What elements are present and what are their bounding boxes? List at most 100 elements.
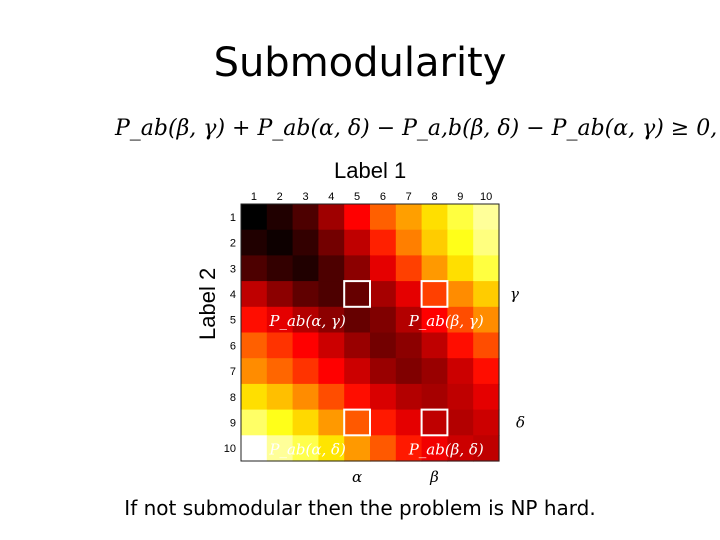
heatmap-cell <box>266 255 294 282</box>
x-tick-label: 7 <box>406 191 412 203</box>
heatmap-cell <box>447 435 474 462</box>
column-marker: β <box>429 468 439 486</box>
heatmap-cell <box>318 204 345 231</box>
heatmap-cell <box>344 332 371 359</box>
highlight-cell-box <box>420 280 449 308</box>
x-axis-label: Label 1 <box>334 158 407 183</box>
y-tick-label: 5 <box>230 315 236 327</box>
x-tick-label: 4 <box>328 191 334 203</box>
heatmap-cell <box>318 255 345 282</box>
heatmap-cell <box>447 332 474 359</box>
heatmap-cell <box>370 435 397 462</box>
heatmap-cell <box>266 435 294 462</box>
heatmap-cell <box>344 255 371 282</box>
y-tick-label: 4 <box>230 289 236 301</box>
heatmap-cell <box>344 229 371 256</box>
heatmap-cell <box>421 435 448 462</box>
highlight-cell-box <box>343 280 372 308</box>
heatmap-cell <box>447 358 474 385</box>
heatmap-cell <box>370 204 397 231</box>
highlight-cell-label: P_ab(β, γ) <box>408 312 484 330</box>
heatmap-cell <box>370 332 397 359</box>
heatmap-cell <box>395 435 423 462</box>
heatmap-cell <box>266 409 294 436</box>
heatmap-cell <box>421 383 448 411</box>
heatmap-cell <box>370 409 397 436</box>
x-tick-label: 1 <box>251 191 257 203</box>
heatmap-cell <box>241 409 268 436</box>
x-tick-label: 3 <box>302 191 308 203</box>
heatmap-cell <box>395 229 423 256</box>
heatmap-cell <box>318 281 345 308</box>
heatmap-cell <box>421 332 448 359</box>
highlight-cell-box <box>420 408 449 437</box>
heatmap-cell <box>241 435 268 462</box>
heatmap-cell <box>292 255 319 282</box>
heatmap-cell <box>266 229 294 256</box>
highlight-cell-label: P_ab(α, γ) <box>268 312 346 330</box>
y-tick-label: 9 <box>230 417 236 429</box>
heatmap-cell <box>421 204 448 231</box>
y-tick-label: 8 <box>230 392 236 404</box>
heatmap-cell <box>447 409 474 436</box>
heatmap-cell <box>344 306 371 334</box>
heatmap-cell <box>447 229 474 256</box>
heatmap-cell <box>395 358 423 385</box>
heatmap-cell <box>473 281 500 308</box>
heatmap-cell <box>318 358 345 385</box>
heatmap-cell <box>318 409 345 436</box>
heatmap-cell <box>292 332 319 359</box>
slide-caption: If not submodular then the problem is NP… <box>124 496 596 520</box>
x-tick-label: 8 <box>431 191 437 203</box>
heatmap-cell <box>473 383 500 411</box>
highlight-cell-box <box>343 408 372 437</box>
x-tick-label: 2 <box>277 191 283 203</box>
heatmap-cell <box>318 435 345 462</box>
heatmap-cell <box>473 358 500 385</box>
heatmap-cell <box>473 255 500 282</box>
heatmap-cell <box>395 204 423 231</box>
heatmap-cell <box>395 306 423 334</box>
heatmap-cell <box>241 358 268 385</box>
heatmap-frame <box>240 203 500 462</box>
heatmap-cell <box>447 306 474 334</box>
heatmap-cell <box>318 229 345 256</box>
heatmap-cell <box>266 383 294 411</box>
heatmap-cell <box>266 358 294 385</box>
heatmap-cell <box>370 306 397 334</box>
heatmap-cell <box>318 306 345 334</box>
heatmap-cell <box>395 281 423 308</box>
heatmap-cell <box>266 306 294 334</box>
heatmap-cell <box>241 306 268 334</box>
heatmap-cell <box>344 358 371 385</box>
heatmap-cell <box>395 409 423 436</box>
heatmap-cell <box>473 229 500 256</box>
heatmap-cell <box>344 281 371 308</box>
x-tick-label: 5 <box>354 191 360 203</box>
y-tick-label: 2 <box>230 238 236 250</box>
heatmap-cell <box>241 281 268 308</box>
heatmap-cell <box>421 358 448 385</box>
heatmap-cell <box>473 306 500 334</box>
heatmap-cell <box>421 255 448 282</box>
x-tick-label: 10 <box>480 191 492 203</box>
slide-title: Submodularity <box>213 40 507 86</box>
y-tick-label: 6 <box>230 340 236 352</box>
heatmap-cell <box>370 229 397 256</box>
heatmap-cell <box>473 409 500 436</box>
heatmap-cell <box>370 281 397 308</box>
y-tick-label: 10 <box>224 443 236 455</box>
heatmap-cell <box>395 255 423 282</box>
heatmap-cell <box>241 229 268 256</box>
heatmap-cell <box>266 204 294 231</box>
heatmap-cell <box>292 281 319 308</box>
heatmap-cell <box>421 306 448 334</box>
heatmap-cell <box>292 204 319 231</box>
heatmap-cell <box>344 383 371 411</box>
heatmap-cell <box>292 306 319 334</box>
heatmap-cell <box>266 332 294 359</box>
heatmap-cell <box>344 204 371 231</box>
heatmap-cell <box>473 332 500 359</box>
heatmap-cell <box>447 281 474 308</box>
